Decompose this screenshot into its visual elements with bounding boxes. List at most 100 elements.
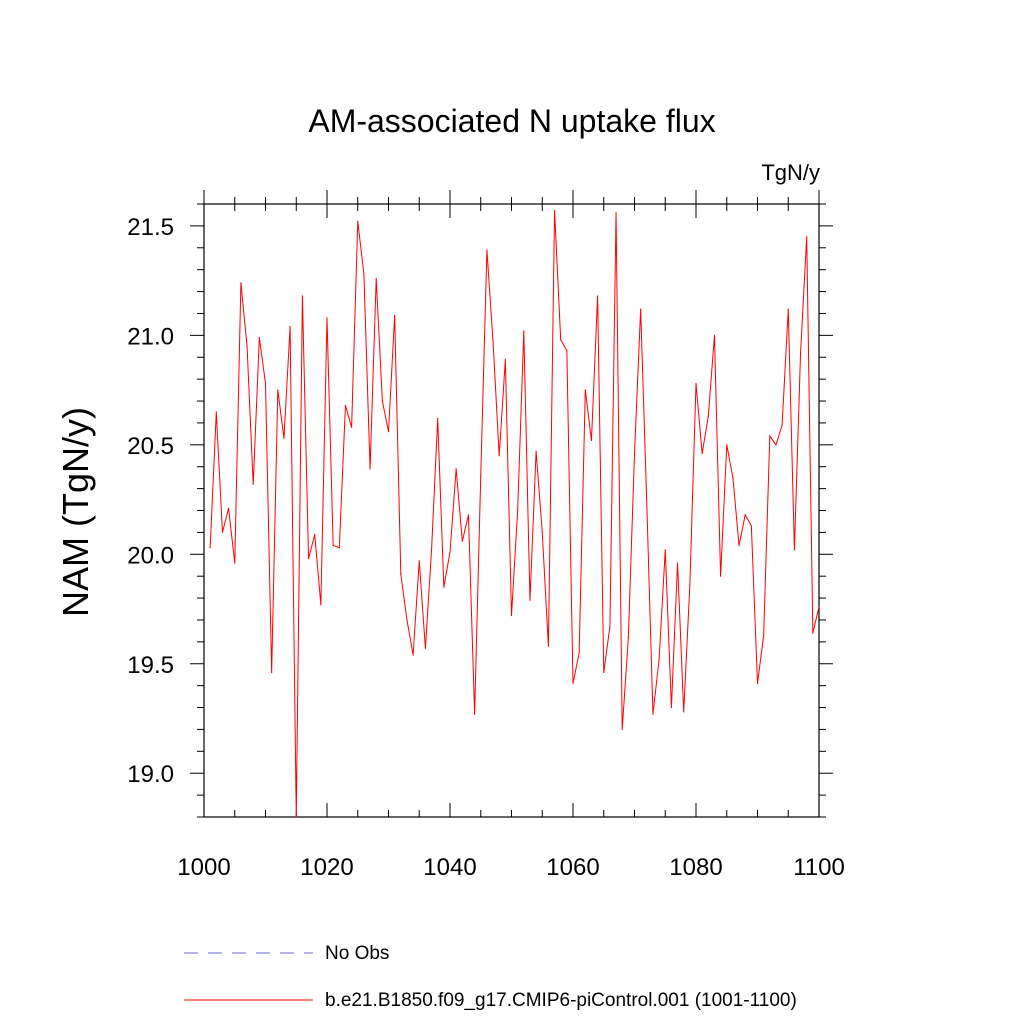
data-point (597, 295, 599, 297)
legend: No Obs b.e21.B1850.f09_g17.CMIP6-piContr… (184, 943, 797, 1011)
series-line-piControl (209, 210, 820, 818)
data-point (264, 382, 267, 385)
data-point (578, 652, 580, 654)
data-point (344, 404, 347, 407)
data-point (726, 444, 728, 446)
data-point (492, 341, 494, 343)
data-point (775, 444, 777, 446)
data-point (535, 450, 537, 452)
data-point (283, 437, 285, 439)
data-point (560, 339, 562, 341)
data-point (763, 634, 765, 636)
data-point (504, 358, 506, 361)
y-tick-label: 20.0 (127, 542, 174, 569)
y-tick-labels: 19.0 19.5 20.0 20.5 21.0 21.5 (127, 214, 174, 788)
axis-ticks (190, 190, 833, 818)
data-point (406, 619, 408, 621)
data-points (209, 209, 820, 818)
data-point (307, 558, 310, 560)
data-point (689, 584, 691, 586)
y-tick-label: 20.5 (127, 433, 174, 460)
data-point (375, 277, 377, 280)
data-point (701, 452, 703, 455)
x-tick-label: 1080 (669, 854, 722, 881)
data-point (461, 540, 463, 542)
data-point (707, 415, 709, 417)
data-point (615, 212, 617, 214)
legend-label-no-obs: No Obs (325, 943, 389, 964)
data-point (351, 426, 353, 428)
y-tick-label: 19.0 (127, 761, 174, 788)
data-point (799, 352, 802, 354)
data-point (670, 706, 673, 709)
data-point (301, 295, 303, 297)
chart-title: AM-associated N uptake flux (308, 103, 715, 139)
data-point (277, 389, 279, 391)
data-point (430, 549, 433, 551)
data-point (387, 431, 390, 433)
data-point (603, 671, 605, 674)
data-point (566, 350, 568, 352)
data-point (590, 439, 593, 442)
x-tick-label: 1000 (177, 854, 230, 881)
data-point (781, 424, 783, 426)
data-point (627, 636, 629, 639)
data-point (498, 455, 500, 457)
data-point (553, 209, 556, 212)
legend-label-picontrol: b.e21.B1850.f09_g17.CMIP6-piControl.001 … (325, 990, 797, 1011)
data-point (338, 547, 340, 549)
data-point (486, 249, 488, 251)
data-point (787, 308, 789, 310)
data-point (480, 474, 482, 477)
data-point (246, 345, 248, 347)
data-point (437, 417, 439, 420)
data-point (209, 547, 211, 549)
data-point (474, 713, 476, 715)
data-point (658, 658, 660, 660)
data-point (394, 315, 396, 317)
data-point (633, 452, 636, 455)
x-tick-label: 1060 (546, 854, 599, 881)
x-tick-label: 1100 (793, 854, 845, 881)
data-point (228, 507, 230, 509)
data-point (744, 514, 746, 516)
data-point (547, 645, 550, 647)
x-tick-label: 1020 (300, 854, 353, 881)
data-point (271, 671, 273, 674)
data-point (295, 816, 297, 818)
data-point (683, 711, 685, 713)
units-label: TgN/y (761, 160, 820, 185)
data-point (646, 503, 648, 505)
data-point (215, 411, 217, 413)
data-point (363, 273, 365, 275)
data-point (806, 236, 808, 238)
plot-frame (203, 203, 820, 818)
data-point (234, 562, 236, 564)
data-point (449, 551, 451, 553)
data-point (818, 606, 820, 608)
data-point (793, 549, 796, 551)
y-axis-label: NAM (TgN/y) (55, 407, 96, 617)
data-point (221, 531, 224, 533)
y-tick-label: 19.5 (127, 652, 174, 679)
data-point (676, 562, 679, 564)
data-point (769, 435, 771, 437)
data-point (510, 614, 513, 617)
data-point (572, 682, 574, 685)
data-point (517, 509, 519, 512)
data-point (621, 728, 623, 731)
data-point (609, 625, 611, 628)
data-point (756, 682, 759, 685)
data-point (640, 308, 642, 310)
y-tick-label: 21.5 (127, 214, 174, 241)
data-point (357, 220, 359, 223)
data-point (412, 654, 414, 656)
data-point (240, 282, 242, 284)
data-point (750, 525, 752, 527)
data-point (320, 604, 322, 606)
data-point (289, 326, 291, 328)
data-point (713, 334, 716, 336)
data-point (381, 400, 383, 402)
data-point (720, 575, 722, 577)
data-point (652, 713, 654, 715)
